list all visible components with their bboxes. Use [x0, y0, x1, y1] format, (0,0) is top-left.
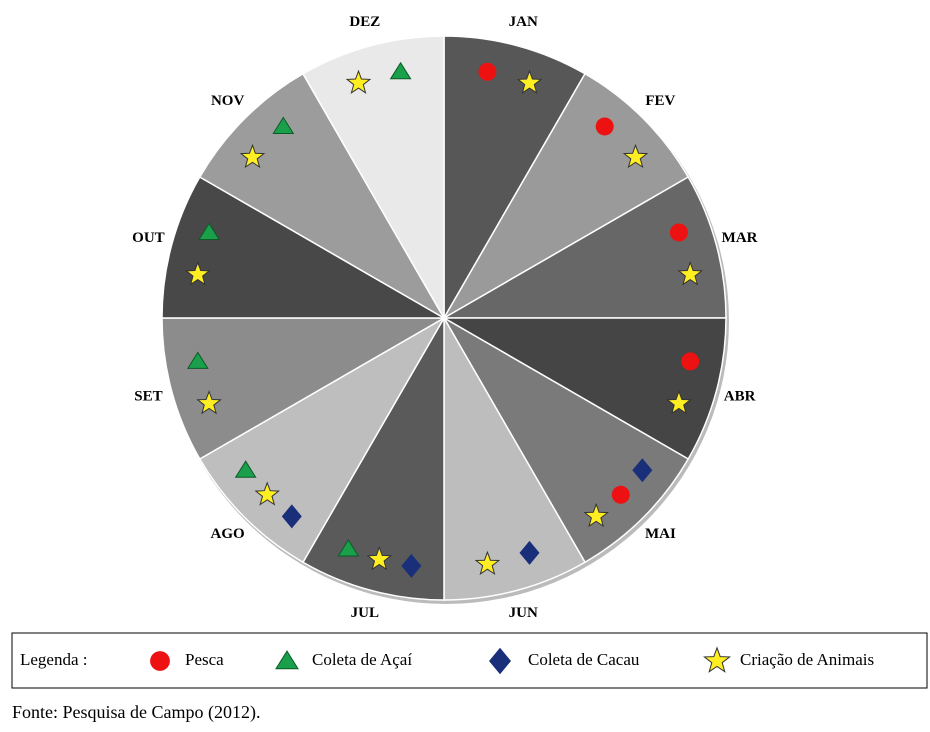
month-wedge	[441, 317, 727, 461]
source: Fonte: Pesquisa de Campo (2012).	[12, 702, 260, 723]
icon-pesca	[681, 352, 700, 371]
icon-cacau	[519, 540, 540, 565]
month-label: DEZ	[349, 14, 380, 30]
icon-criacao	[239, 143, 266, 169]
month-label: ABR	[724, 389, 756, 405]
legend-title: Legenda :	[20, 650, 88, 669]
icon-criacao	[516, 69, 543, 94]
icon-pesca	[150, 651, 170, 671]
month-wedge	[441, 315, 690, 564]
legend-label: Criação de Animais	[740, 650, 874, 669]
icon-cacau	[489, 647, 511, 675]
icon-criacao	[474, 550, 501, 576]
month-label: FEV	[645, 93, 675, 109]
month-label: JUN	[509, 605, 538, 621]
icon-criacao	[196, 390, 222, 415]
month-wedge	[441, 72, 690, 321]
icon-acai	[186, 351, 209, 369]
icon-cacau	[281, 504, 302, 529]
icon-acai	[275, 650, 299, 670]
icon-criacao	[677, 261, 703, 286]
icon-criacao	[583, 502, 609, 528]
month-label: JAN	[509, 14, 538, 30]
month-label: MAI	[645, 526, 676, 542]
icon-criacao	[366, 546, 393, 571]
month-label: OUT	[132, 230, 165, 246]
icon-criacao	[185, 261, 211, 286]
icon-cacau	[632, 458, 653, 483]
icon-criacao	[622, 143, 649, 169]
month-wedge	[443, 35, 587, 321]
month-wedge	[301, 35, 445, 321]
icon-pesca	[478, 62, 497, 81]
icon-acai	[272, 116, 295, 134]
month-wedge	[198, 72, 447, 321]
icon-pesca	[669, 223, 688, 242]
legend-label: Coleta de Açaí	[312, 650, 412, 669]
icon-criacao	[254, 481, 280, 506]
month-label: JUL	[351, 605, 379, 621]
icon-criacao	[703, 646, 731, 673]
legend-label: Coleta de Cacau	[528, 650, 640, 669]
month-label: MAR	[722, 230, 758, 246]
icon-cacau	[401, 553, 422, 578]
icon-acai	[389, 61, 412, 80]
month-wedge	[441, 175, 727, 319]
icon-acai	[337, 539, 360, 557]
calendar-wheel: JAN FEV MAR ABR MAI JUN JUL AGO SET OUT NOV DEZ	[132, 14, 757, 621]
month-label: SET	[134, 389, 162, 405]
month-wedge	[161, 175, 447, 319]
icon-acai	[198, 222, 220, 240]
icon-pesca	[595, 117, 614, 136]
month-wedge	[443, 315, 587, 601]
icon-acai	[234, 460, 257, 478]
legend-label: Pesca	[185, 650, 224, 669]
icon-criacao	[345, 69, 372, 94]
month-wedge	[301, 315, 445, 601]
month-label: NOV	[211, 93, 245, 109]
month-label: AGO	[211, 526, 245, 542]
icon-criacao	[666, 390, 692, 415]
month-wedge	[161, 317, 447, 461]
legend: Legenda : Pesca Coleta de Açaí Coleta de Ca…	[20, 646, 874, 675]
legend-box	[11, 632, 928, 689]
icon-pesca	[611, 485, 630, 504]
